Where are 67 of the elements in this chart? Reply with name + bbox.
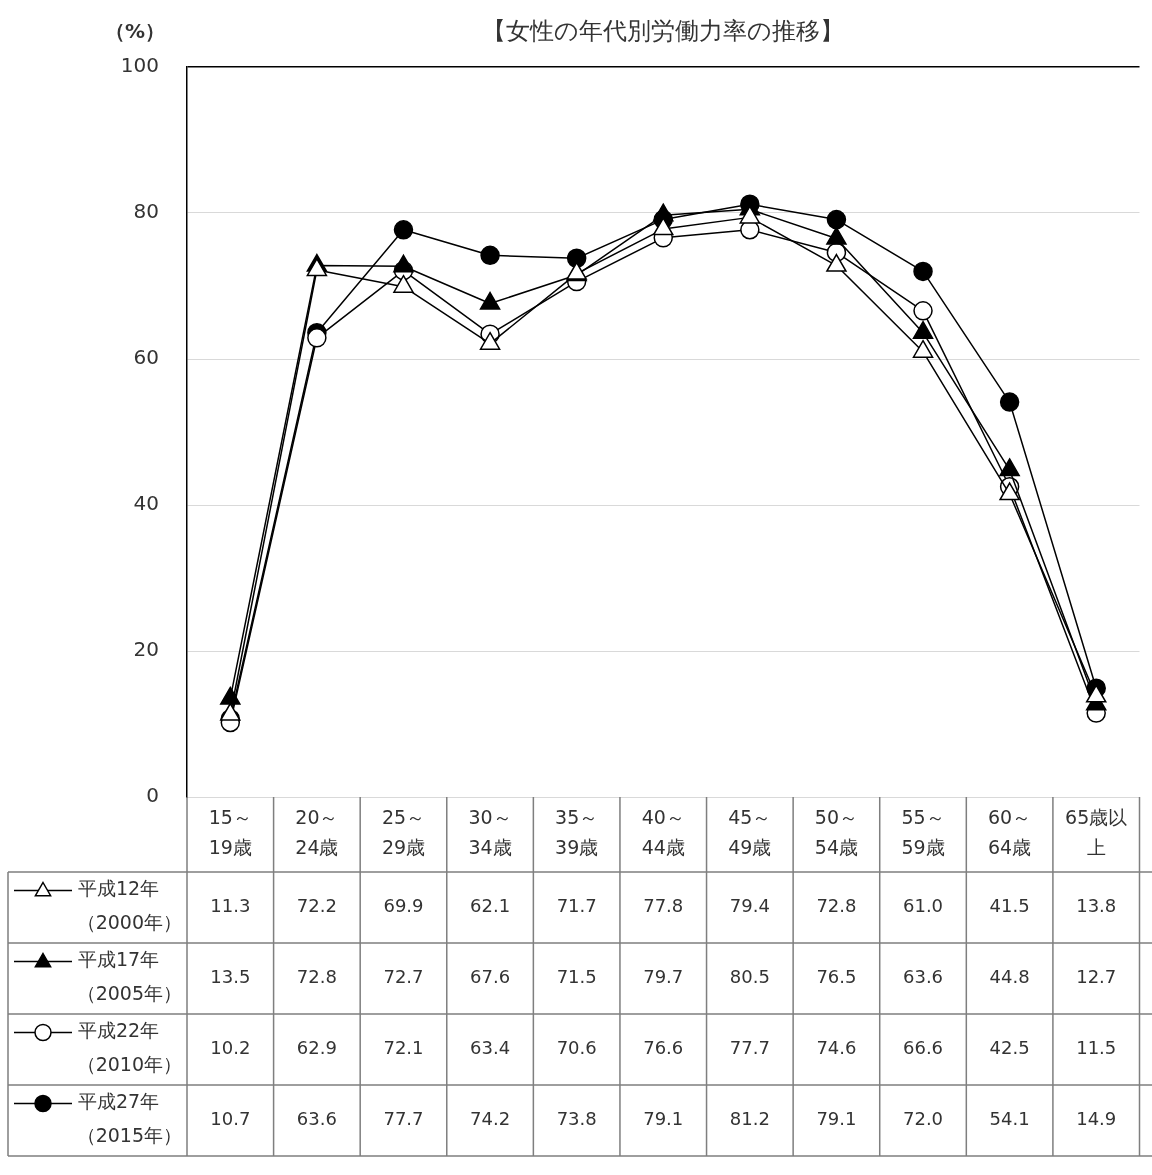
data-label: 72.0 — [902, 1108, 944, 1130]
legend-label: 平成27年（2015年） — [76, 1090, 182, 1147]
data-label: 44.8 — [989, 966, 1030, 988]
data-label: 13.8 — [1076, 895, 1117, 917]
x-tick-label: 40～44歳 — [641, 806, 685, 859]
chart-title: 【女性の年代別労働力率の推移】 — [482, 17, 845, 46]
y-tick-label: 20 — [133, 637, 159, 662]
data-label: 10.7 — [210, 1108, 251, 1130]
data-label: 72.2 — [296, 895, 337, 917]
data-label: 41.5 — [989, 895, 1030, 917]
y-tick-label: 80 — [133, 199, 159, 224]
data-label: 11.5 — [1076, 1037, 1117, 1059]
legend-label: 平成12年（2000年） — [76, 877, 182, 934]
data-label: 74.6 — [816, 1037, 857, 1059]
data-label: 71.7 — [556, 895, 597, 917]
data-label: 61.0 — [902, 895, 944, 917]
x-tick-label: 25～29歳 — [381, 806, 426, 859]
data-label: 80.5 — [729, 966, 770, 988]
data-label: 70.6 — [556, 1037, 597, 1059]
x-tick-label: 45～49歳 — [728, 806, 772, 859]
data-label: 76.5 — [816, 966, 857, 988]
x-tick-label: 55～59歳 — [901, 806, 945, 859]
y-tick-label: 40 — [133, 491, 159, 516]
y-tick-label: 60 — [133, 345, 159, 370]
y-tick-label: 0 — [146, 783, 159, 808]
x-tick-label: 30～34歳 — [468, 806, 512, 859]
data-label: 12.7 — [1076, 966, 1117, 988]
data-label: 81.2 — [729, 1108, 770, 1130]
data-label: 79.1 — [816, 1108, 857, 1130]
data-label: 72.8 — [296, 966, 337, 988]
x-tick-label: 65歳以上 — [1065, 806, 1128, 859]
data-label: 63.6 — [902, 966, 944, 988]
data-label: 72.8 — [816, 895, 857, 917]
data-label: 10.2 — [210, 1037, 251, 1059]
data-label: 63.6 — [296, 1108, 337, 1130]
data-label: 62.1 — [470, 895, 511, 917]
data-label: 77.7 — [383, 1108, 424, 1130]
x-tick-label: 20～24歳 — [295, 806, 339, 859]
data-label: 42.5 — [989, 1037, 1030, 1059]
data-label: 73.8 — [556, 1108, 597, 1130]
data-label: 66.6 — [902, 1037, 944, 1059]
data-label: 76.6 — [643, 1037, 684, 1059]
data-label: 79.7 — [643, 966, 684, 988]
data-label: 71.5 — [556, 966, 597, 988]
x-tick-label: 15～19歳 — [208, 806, 252, 859]
data-label: 67.6 — [470, 966, 511, 988]
data-label: 79.1 — [643, 1108, 684, 1130]
data-label: 69.9 — [383, 895, 424, 917]
y-tick-label: 100 — [120, 53, 159, 78]
legend-label: 平成17年（2005年） — [76, 948, 182, 1005]
x-tick-label: 60～64歳 — [988, 806, 1032, 859]
data-label: 62.9 — [296, 1037, 337, 1059]
x-tick-label: 50～54歳 — [814, 806, 859, 859]
data-label: 77.8 — [643, 895, 684, 917]
data-label: 72.7 — [383, 966, 424, 988]
data-label: 72.1 — [383, 1037, 424, 1059]
data-label: 79.4 — [729, 895, 770, 917]
data-label: 13.5 — [210, 966, 251, 988]
data-label: 77.7 — [729, 1037, 770, 1059]
data-label: 54.1 — [989, 1108, 1030, 1130]
data-label: 14.9 — [1076, 1108, 1117, 1130]
data-label: 74.2 — [470, 1108, 511, 1130]
legend-label: 平成22年（2010年） — [76, 1019, 182, 1076]
y-axis-title: （%） — [104, 19, 166, 44]
x-tick-label: 35～39歳 — [555, 806, 599, 859]
data-label: 11.3 — [210, 895, 251, 917]
data-label: 63.4 — [470, 1037, 511, 1059]
